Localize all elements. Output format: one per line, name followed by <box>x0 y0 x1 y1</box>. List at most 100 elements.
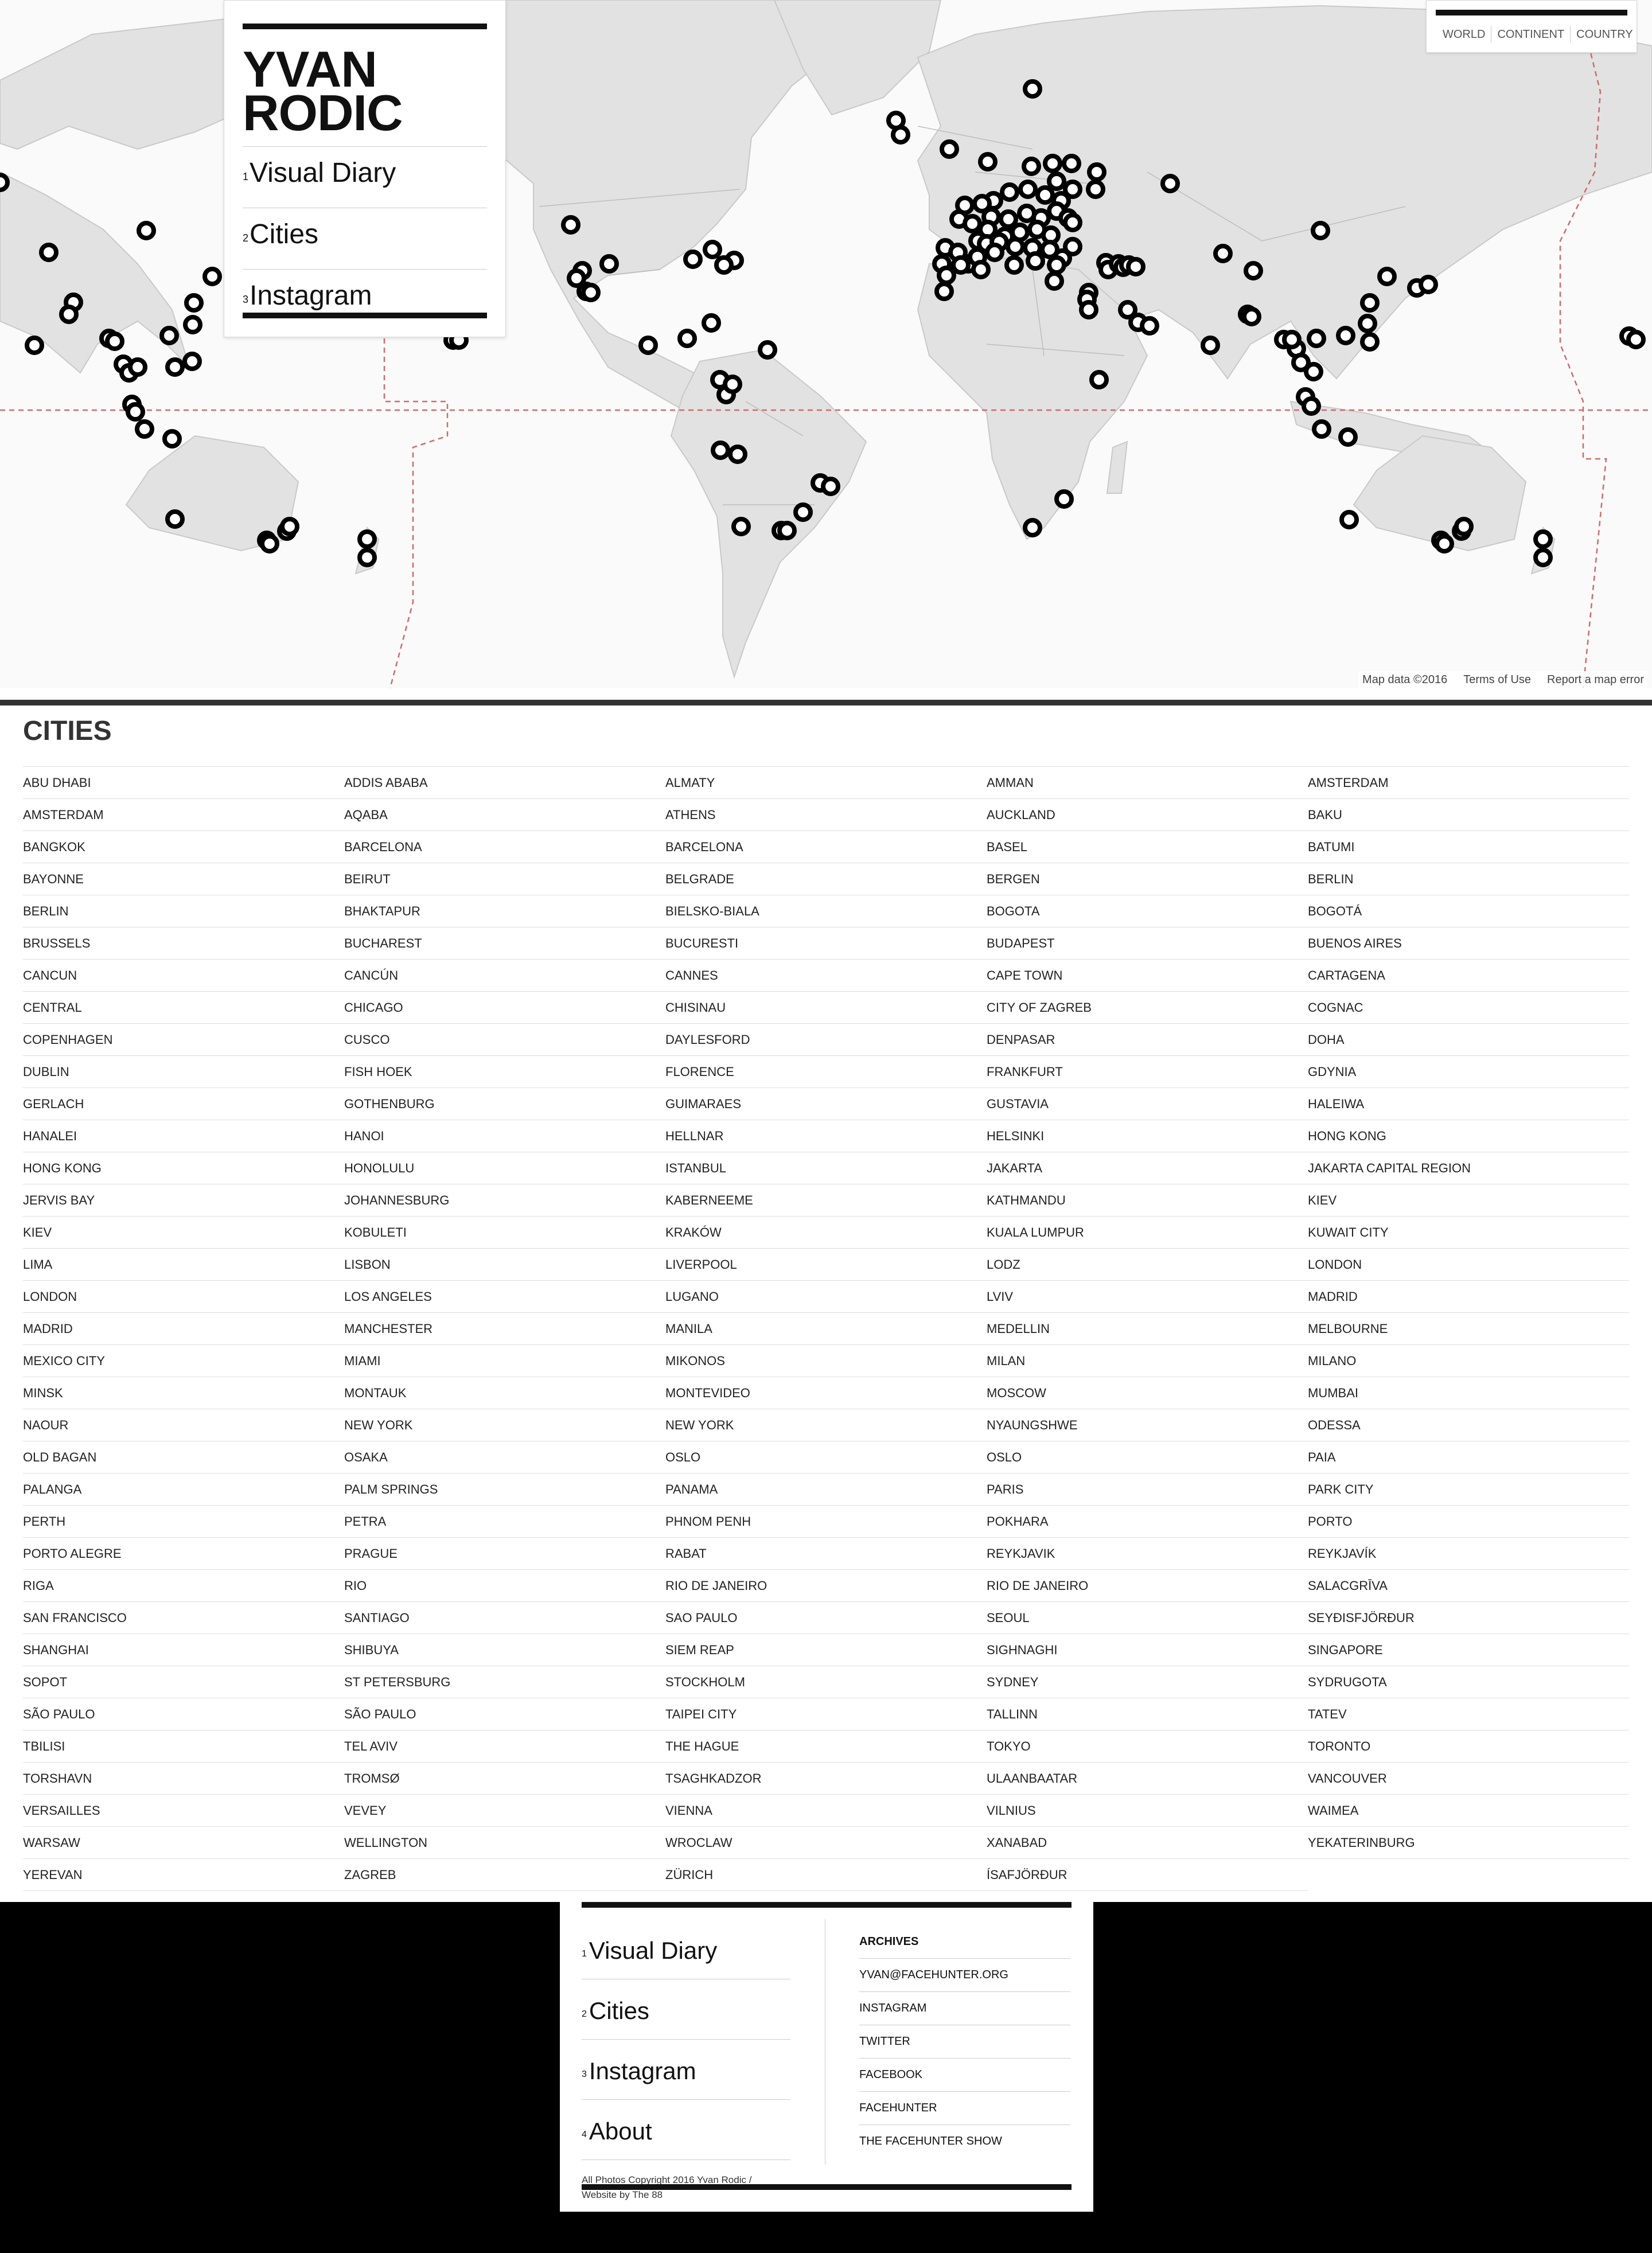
city-link[interactable]: LIMA <box>23 1249 344 1281</box>
city-marker[interactable] <box>1160 174 1180 193</box>
city-marker[interactable] <box>1282 330 1302 349</box>
city-link[interactable]: AMSTERDAM <box>1308 767 1629 799</box>
city-link[interactable]: OSLO <box>987 1441 1308 1474</box>
city-marker[interactable] <box>703 240 722 259</box>
city-link[interactable]: WROCLAW <box>665 1827 987 1859</box>
city-link[interactable]: NYAUNGSHWE <box>987 1409 1308 1441</box>
city-link[interactable]: BAKU <box>1308 799 1629 831</box>
city-link[interactable]: BERLIN <box>23 895 344 927</box>
city-link[interactable]: HELSINKI <box>987 1120 1308 1152</box>
city-link[interactable]: RIGA <box>23 1570 344 1602</box>
city-link[interactable]: WELLINGTON <box>344 1827 665 1859</box>
city-link[interactable]: SOPOT <box>23 1666 344 1698</box>
world-map[interactable]: YVAN RODIC 1Visual Diary 2Cities 3Instag… <box>0 0 1652 688</box>
city-link[interactable]: CHICAGO <box>344 992 665 1024</box>
city-marker[interactable] <box>1311 221 1330 240</box>
city-marker[interactable] <box>1126 257 1146 276</box>
city-link[interactable]: XANABAD <box>987 1827 1308 1859</box>
city-link[interactable]: JOHANNESBURG <box>344 1184 665 1217</box>
city-marker[interactable] <box>1054 489 1074 509</box>
city-link[interactable]: WARSAW <box>23 1827 344 1859</box>
city-marker[interactable] <box>1377 267 1397 286</box>
city-marker[interactable] <box>1312 419 1331 439</box>
city-marker[interactable] <box>1213 244 1233 263</box>
city-link[interactable]: GUSTAVIA <box>987 1088 1308 1120</box>
city-link[interactable]: BUCHAREST <box>344 927 665 960</box>
city-link[interactable]: TORSHAVN <box>23 1763 344 1795</box>
footer-nav-cities[interactable]: 2Cities <box>582 1979 790 2040</box>
city-link[interactable]: REYKJAVÍK <box>1308 1538 1629 1570</box>
city-marker[interactable] <box>793 502 813 522</box>
city-link[interactable]: NEW YORK <box>665 1409 987 1441</box>
city-link[interactable]: GDYNIA <box>1308 1056 1629 1088</box>
city-marker[interactable] <box>1063 180 1082 199</box>
city-link[interactable]: MADRID <box>1308 1281 1629 1313</box>
city-marker[interactable] <box>937 266 956 285</box>
city-marker[interactable] <box>723 375 742 394</box>
city-link[interactable]: ZAGREB <box>344 1859 665 1891</box>
city-marker[interactable] <box>1304 362 1323 381</box>
city-link[interactable]: BASEL <box>987 831 1308 863</box>
city-marker[interactable] <box>677 329 697 348</box>
city-link[interactable]: FISH HOEK <box>344 1056 665 1088</box>
city-link[interactable]: PAIA <box>1308 1441 1629 1474</box>
city-marker[interactable] <box>1291 353 1311 372</box>
city-link[interactable]: JERVIS BAY <box>23 1184 344 1217</box>
city-link[interactable]: YEREVAN <box>23 1859 344 1891</box>
city-link[interactable]: MIKONOS <box>665 1345 987 1377</box>
city-marker[interactable] <box>1063 237 1082 256</box>
city-link[interactable]: SIEM REAP <box>665 1634 987 1666</box>
city-marker[interactable] <box>280 517 299 536</box>
city-marker[interactable] <box>1087 162 1106 182</box>
city-marker[interactable] <box>1533 548 1553 567</box>
map-terms-link[interactable]: Terms of Use <box>1463 673 1532 686</box>
city-link[interactable]: LUGANO <box>665 1281 987 1313</box>
city-marker[interactable] <box>1004 255 1024 275</box>
city-marker[interactable] <box>202 267 222 286</box>
city-marker[interactable] <box>165 357 185 377</box>
city-link[interactable]: BERLIN <box>1308 863 1629 895</box>
city-marker[interactable] <box>1063 213 1082 232</box>
city-link[interactable]: KIEV <box>23 1217 344 1249</box>
city-link[interactable]: PALANGA <box>23 1474 344 1506</box>
city-link[interactable]: SYDNEY <box>987 1666 1308 1698</box>
city-link[interactable]: TROMSØ <box>344 1763 665 1795</box>
city-link[interactable]: BIELSKO-BIALA <box>665 895 987 927</box>
nav-item-visual-diary[interactable]: 1Visual Diary <box>243 147 487 208</box>
city-link[interactable]: LISBON <box>344 1249 665 1281</box>
city-link[interactable]: GUIMARAES <box>665 1088 987 1120</box>
city-link[interactable]: FLORENCE <box>665 1056 987 1088</box>
city-marker[interactable] <box>159 326 179 345</box>
city-link[interactable]: VEVEY <box>344 1795 665 1827</box>
city-link[interactable]: VIENNA <box>665 1795 987 1827</box>
city-markers[interactable] <box>0 79 1646 567</box>
city-link[interactable]: PARIS <box>987 1474 1308 1506</box>
city-marker[interactable] <box>1201 336 1220 355</box>
footer-link-facehunter[interactable]: FACEHUNTER <box>859 2092 1070 2125</box>
city-link[interactable]: REYKJAVIK <box>987 1538 1308 1570</box>
footer-nav-about[interactable]: 4About <box>582 2100 790 2160</box>
footer-link-twitter[interactable]: TWITTER <box>859 2025 1070 2059</box>
city-marker[interactable] <box>985 243 1004 262</box>
city-link[interactable]: HONG KONG <box>23 1152 344 1184</box>
city-marker[interactable] <box>1302 396 1321 416</box>
city-link[interactable]: BUDAPEST <box>987 927 1308 960</box>
city-link[interactable]: POKHARA <box>987 1506 1308 1538</box>
city-link[interactable]: AQABA <box>344 799 665 831</box>
city-link[interactable]: HELLNAR <box>665 1120 987 1152</box>
city-link[interactable]: DENPASAR <box>987 1024 1308 1056</box>
city-link[interactable]: CANCÚN <box>344 960 665 992</box>
city-marker[interactable] <box>135 419 154 439</box>
city-link[interactable]: SINGAPORE <box>1308 1634 1629 1666</box>
city-marker[interactable] <box>1022 157 1041 176</box>
city-link[interactable]: TBILISI <box>23 1730 344 1763</box>
scope-world-button[interactable]: WORLD <box>1436 26 1492 43</box>
city-link[interactable]: BARCELONA <box>665 831 987 863</box>
city-marker[interactable] <box>1358 314 1377 333</box>
city-link[interactable]: MILAN <box>987 1345 1308 1377</box>
city-marker[interactable] <box>1018 180 1038 199</box>
city-link[interactable]: ADDIS ABABA <box>344 767 665 799</box>
scope-country-button[interactable]: COUNTRY <box>1576 28 1633 41</box>
city-link[interactable]: MOSCOW <box>987 1377 1308 1409</box>
city-link[interactable]: KUWAIT CITY <box>1308 1217 1629 1249</box>
